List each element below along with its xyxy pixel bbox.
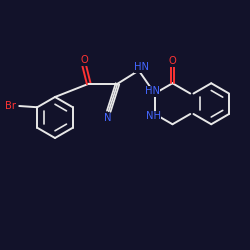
Text: HN: HN xyxy=(134,62,149,72)
Text: O: O xyxy=(168,56,176,66)
Text: Br: Br xyxy=(6,101,16,111)
Text: HN: HN xyxy=(145,86,160,96)
Text: NH: NH xyxy=(146,111,161,121)
Text: O: O xyxy=(80,55,88,65)
Text: N: N xyxy=(104,113,111,123)
